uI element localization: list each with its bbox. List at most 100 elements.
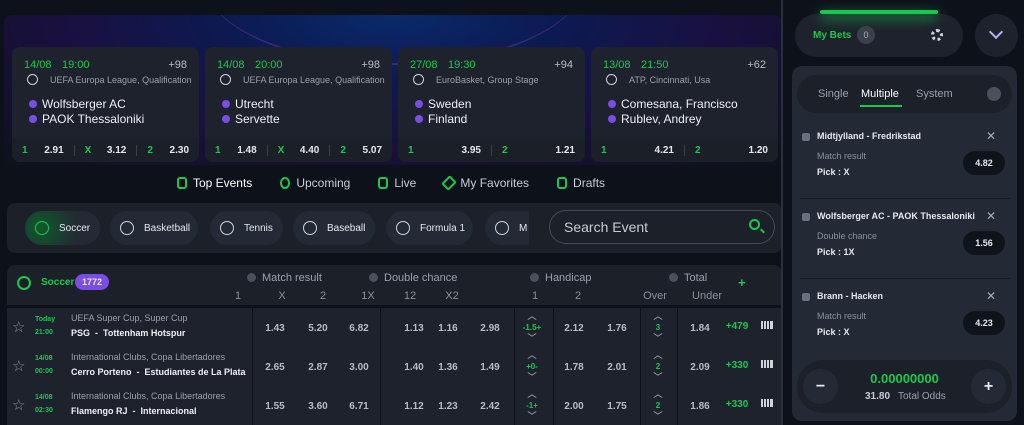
odds-button[interactable]: 1 2.91 <box>12 144 75 156</box>
match-teams[interactable]: PSG - Tottenham Hotspur <box>71 328 186 338</box>
total-spinner[interactable]: ︿ 3 ﹀ <box>653 311 663 343</box>
odds-button[interactable]: 1 4.21 <box>591 144 685 156</box>
odds-button[interactable]: 2.65 <box>265 362 285 373</box>
more-markets[interactable]: +98 <box>168 59 187 71</box>
odds-button[interactable]: 2 5.07 <box>340 144 383 156</box>
odds-button[interactable]: 1.16 <box>438 323 458 334</box>
match-teams[interactable]: Flamengo RJ - Internacional <box>71 406 197 416</box>
odds-button[interactable]: 2.42 <box>480 401 500 412</box>
more-markets[interactable]: +98 <box>361 59 380 71</box>
odds-button[interactable]: 2.98 <box>480 323 500 334</box>
tab-single[interactable]: Single <box>818 88 849 100</box>
chevron-up-icon[interactable]: ︿ <box>527 350 537 360</box>
favorite-star-icon[interactable]: ☆ <box>12 397 26 414</box>
handicap-spinner[interactable]: ︿ +0- ﹀ <box>526 350 538 382</box>
more-markets[interactable]: +479 <box>725 321 749 332</box>
odds-button[interactable]: 1.84 <box>690 323 710 334</box>
odds-button[interactable]: 6.82 <box>349 323 369 334</box>
featured-event-card[interactable]: 14/08 20:00 +98 UEFA Europa League, Qualifi… <box>205 47 392 162</box>
more-markets[interactable]: +330 <box>725 360 749 371</box>
sport-chip-basketball[interactable]: Basketball <box>110 211 198 245</box>
odds-button[interactable]: 1.76 <box>607 323 627 334</box>
item-checkbox[interactable] <box>802 213 810 221</box>
chevron-up-icon[interactable]: ︿ <box>527 311 537 321</box>
featured-event-card[interactable]: 14/08 19:00 +98 UEFA Europa League, Qualifi… <box>12 47 199 162</box>
tab-drafts[interactable]: Drafts <box>557 176 605 190</box>
my-bets-bar[interactable]: My Bets 0 <box>795 10 963 57</box>
stats-icon[interactable] <box>761 360 773 368</box>
collapse-button[interactable] <box>975 14 1018 57</box>
odds-button[interactable]: 2.12 <box>564 323 584 334</box>
odds-button[interactable]: 2.87 <box>308 362 328 373</box>
odds-button[interactable]: 5.20 <box>308 323 328 334</box>
odds-button[interactable]: 1.36 <box>438 362 458 373</box>
odds-button[interactable]: 1.75 <box>607 401 627 412</box>
odds-button[interactable]: 1.86 <box>690 401 710 412</box>
add-market-button[interactable]: + <box>738 275 746 290</box>
gear-icon[interactable] <box>931 29 943 41</box>
scrollbar[interactable] <box>781 0 783 425</box>
odds-button[interactable]: X 3.12 <box>75 144 138 156</box>
total-spinner[interactable]: ︿ 2 ﹀ <box>653 389 663 421</box>
remove-bet-icon[interactable]: ✕ <box>985 129 996 143</box>
odds-button[interactable]: 1.78 <box>564 362 584 373</box>
info-icon[interactable] <box>530 273 539 282</box>
info-icon[interactable] <box>669 273 678 282</box>
odds-button[interactable]: 1.12 <box>404 401 424 412</box>
chevron-down-icon[interactable]: ﹀ <box>653 411 663 421</box>
odds-button[interactable]: 1.40 <box>404 362 424 373</box>
tab-favorites[interactable]: My Favorites <box>441 175 529 191</box>
remove-bet-icon[interactable]: ✕ <box>985 209 996 223</box>
odds-button[interactable]: 1.49 <box>480 362 500 373</box>
odds-button[interactable]: 1.13 <box>404 323 424 334</box>
chevron-up-icon[interactable]: ︿ <box>653 311 663 321</box>
remove-bet-icon[interactable]: ✕ <box>985 289 996 303</box>
odds-button[interactable]: 2 1.20 <box>695 144 768 156</box>
chevron-down-icon[interactable]: ﹀ <box>653 372 663 382</box>
more-markets[interactable]: +62 <box>747 59 766 71</box>
search-icon[interactable] <box>749 219 760 230</box>
chevron-down-icon[interactable]: ﹀ <box>527 411 537 421</box>
odds-button[interactable]: 1 3.95 <box>398 144 492 156</box>
tab-upcoming[interactable]: Upcoming <box>280 176 350 190</box>
stats-icon[interactable] <box>761 399 773 407</box>
featured-event-card[interactable]: 13/08 21:50 +62 ATP, Cincinnati, Usa Comesan… <box>591 47 778 162</box>
chevron-down-icon[interactable]: ﹀ <box>653 333 663 343</box>
handicap-spinner[interactable]: ︿ -1.5+ ﹀ <box>522 311 542 343</box>
sport-chip-m[interactable]: M <box>485 211 529 245</box>
odds-button[interactable]: 3.00 <box>349 362 369 373</box>
tab-top-events[interactable]: Top Events <box>176 176 252 190</box>
odds-button[interactable]: 3.60 <box>308 401 328 412</box>
tab-system[interactable]: System <box>916 88 953 100</box>
favorite-star-icon[interactable]: ☆ <box>12 319 26 336</box>
chevron-up-icon[interactable]: ︿ <box>653 350 663 360</box>
info-icon[interactable] <box>369 273 378 282</box>
info-icon[interactable] <box>247 273 256 282</box>
search-input[interactable]: Search Event <box>549 210 775 244</box>
more-markets[interactable]: +330 <box>725 399 749 410</box>
odds-button[interactable]: 2 2.30 <box>147 144 190 156</box>
sport-chip-tennis[interactable]: Tennis <box>210 211 283 245</box>
match-teams[interactable]: Cerro Porteno - Estudiantes de La Plata <box>71 367 246 377</box>
stats-icon[interactable] <box>761 321 773 329</box>
total-spinner[interactable]: ︿ 2 ﹀ <box>653 350 663 382</box>
chevron-down-icon[interactable]: ﹀ <box>527 333 537 343</box>
tab-multiple[interactable]: Multiple <box>861 88 899 100</box>
odds-button[interactable]: 2.00 <box>564 401 584 412</box>
odds-button[interactable]: 1.55 <box>265 401 285 412</box>
odds-button[interactable]: 1 1.48 <box>205 144 268 156</box>
odds-button[interactable]: 1.43 <box>265 323 285 334</box>
favorite-star-icon[interactable]: ☆ <box>12 358 26 375</box>
chevron-up-icon[interactable]: ︿ <box>653 389 663 399</box>
sport-chip-baseball[interactable]: Baseball <box>293 211 375 245</box>
odds-button[interactable]: 6.71 <box>349 401 369 412</box>
odds-button[interactable]: X 4.40 <box>268 144 331 156</box>
chevron-down-icon[interactable]: ﹀ <box>527 372 537 382</box>
more-markets[interactable]: +94 <box>554 59 573 71</box>
sport-chip-formula-1[interactable]: Formula 1 <box>386 211 473 245</box>
odds-button[interactable]: 1.23 <box>438 401 458 412</box>
item-checkbox[interactable] <box>802 293 810 301</box>
odds-button[interactable]: 2.09 <box>690 362 710 373</box>
odds-button[interactable]: 2.01 <box>607 362 627 373</box>
featured-event-card[interactable]: 27/08 19:30 +94 EuroBasket, Group Stage Swed… <box>398 47 585 162</box>
